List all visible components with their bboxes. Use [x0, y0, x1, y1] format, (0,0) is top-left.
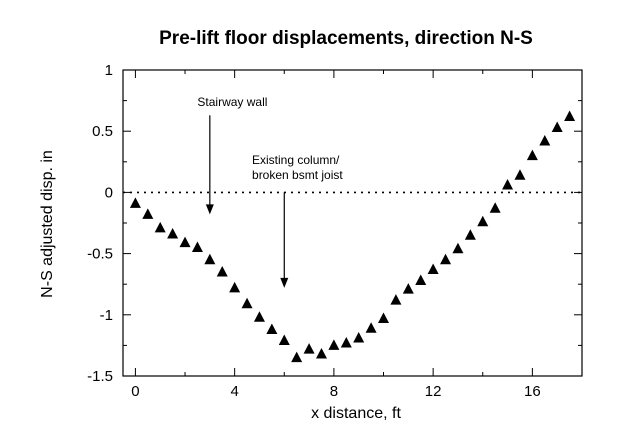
- annotation-arrow-head: [205, 204, 214, 215]
- x-tick-label: 4: [230, 383, 238, 400]
- plot-axes: 0 4 8 12 16 1 0.5 0 -0.5 -1 -1.5: [87, 62, 583, 400]
- data-point-marker: [539, 134, 551, 146]
- annotation-label: broken bsmt joist: [252, 168, 343, 182]
- data-point-marker: [216, 265, 228, 277]
- x-tick-label: 12: [425, 383, 442, 400]
- data-point-marker: [129, 197, 141, 208]
- data-point-marker: [328, 339, 340, 350]
- data-point-marker: [204, 253, 216, 265]
- data-point-marker: [514, 169, 526, 180]
- data-point-marker: [303, 343, 315, 354]
- data-point-marker: [564, 110, 576, 122]
- x-tick-label: 16: [524, 383, 541, 400]
- data-point-marker: [179, 236, 191, 248]
- y-tick-label: -1.5: [87, 368, 113, 385]
- data-point-marker: [266, 323, 278, 334]
- data-point-marker: [415, 274, 427, 286]
- x-tick-label: 0: [131, 383, 139, 400]
- data-point-marker: [191, 241, 203, 252]
- data-point-marker: [291, 351, 303, 363]
- data-point-marker: [142, 208, 154, 219]
- data-point-marker: [241, 297, 253, 309]
- data-point-marker: [402, 283, 414, 294]
- data-point-marker: [378, 312, 390, 323]
- annotation-label: Stairway wall: [197, 95, 267, 109]
- y-axis-label: N-S adjusted disp. in: [39, 150, 56, 298]
- data-point-marker: [278, 334, 290, 346]
- data-point-marker: [551, 121, 563, 133]
- plot-frame: [122, 69, 583, 377]
- data-point-marker: [440, 253, 452, 265]
- x-axis-label: x distance, ft: [311, 405, 401, 422]
- data-point-marker: [477, 215, 489, 227]
- data-point-marker: [340, 336, 352, 348]
- plot-marks: Stairway wall Existing column/broken bsmt…: [129, 95, 576, 363]
- data-point-marker: [427, 263, 439, 275]
- data-point-marker: [464, 229, 476, 240]
- data-point-marker: [167, 228, 179, 239]
- data-point-marker: [154, 221, 166, 233]
- y-tick-label: 0.5: [92, 123, 113, 140]
- data-point-marker: [452, 242, 464, 254]
- data-point-marker: [253, 311, 265, 322]
- chart-title: Pre-lift floor displacements, direction …: [159, 28, 533, 49]
- y-tick-label: -0.5: [87, 246, 113, 263]
- data-point-marker: [365, 322, 377, 333]
- data-point-marker: [229, 281, 241, 293]
- data-point-marker: [315, 347, 327, 359]
- data-point-marker: [526, 149, 538, 161]
- y-tick-label: 0: [105, 184, 113, 201]
- annotation-label: Existing column/: [252, 153, 340, 167]
- data-point-marker: [502, 179, 514, 190]
- data-point-marker: [390, 294, 402, 305]
- annotation-arrow-head: [280, 277, 289, 288]
- y-tick-label: 1: [105, 62, 113, 79]
- x-tick-label: 8: [330, 383, 338, 400]
- data-point-marker: [353, 332, 365, 343]
- data-point-marker: [489, 202, 501, 213]
- y-tick-label: -1: [100, 307, 113, 324]
